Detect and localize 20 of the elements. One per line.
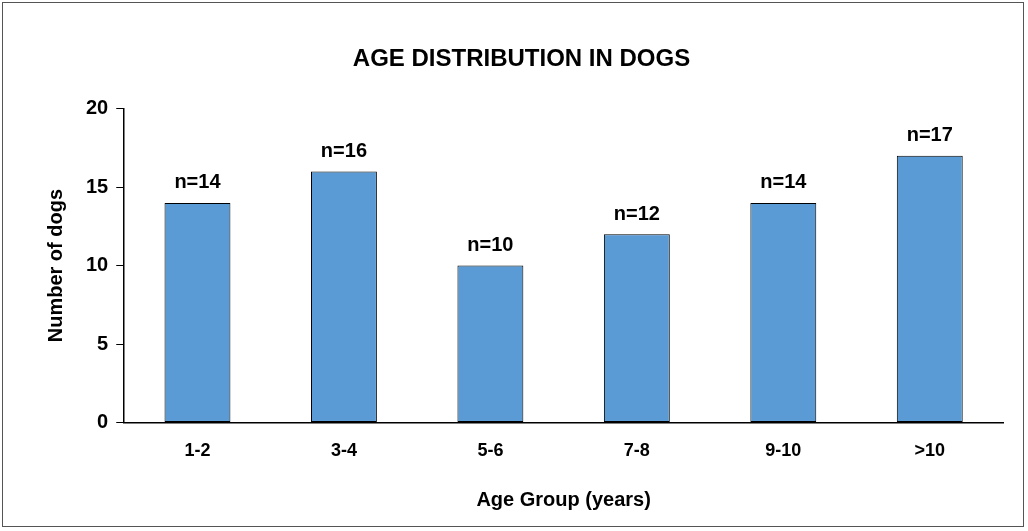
x-tick-label: 1-2 <box>184 440 211 461</box>
y-tick-label: 15 <box>86 174 109 197</box>
data-label: n=16 <box>320 139 368 162</box>
data-label: n=17 <box>906 123 953 146</box>
y-axis-title: Number of dogs <box>43 188 66 343</box>
x-tick-label: 5-6 <box>477 440 504 461</box>
y-tick-label: 0 <box>97 409 109 432</box>
x-tick-label: >10 <box>914 440 946 461</box>
x-tick-label: 7-8 <box>623 440 650 461</box>
data-label: n=14 <box>760 170 808 193</box>
data-label: n=14 <box>174 170 222 193</box>
x-tick-label: 3-4 <box>330 440 357 461</box>
x-tick-label: 9-10 <box>765 440 802 461</box>
y-tick-label: 10 <box>86 253 109 276</box>
x-axis-title: Age Group (years) <box>476 487 651 510</box>
y-tick-label: 20 <box>86 96 109 119</box>
data-label: n=12 <box>613 201 660 224</box>
chart-title: AGE DISTRIBUTION IN DOGS <box>352 44 691 72</box>
data-label: n=10 <box>467 233 514 256</box>
y-tick-label: 5 <box>97 331 109 354</box>
